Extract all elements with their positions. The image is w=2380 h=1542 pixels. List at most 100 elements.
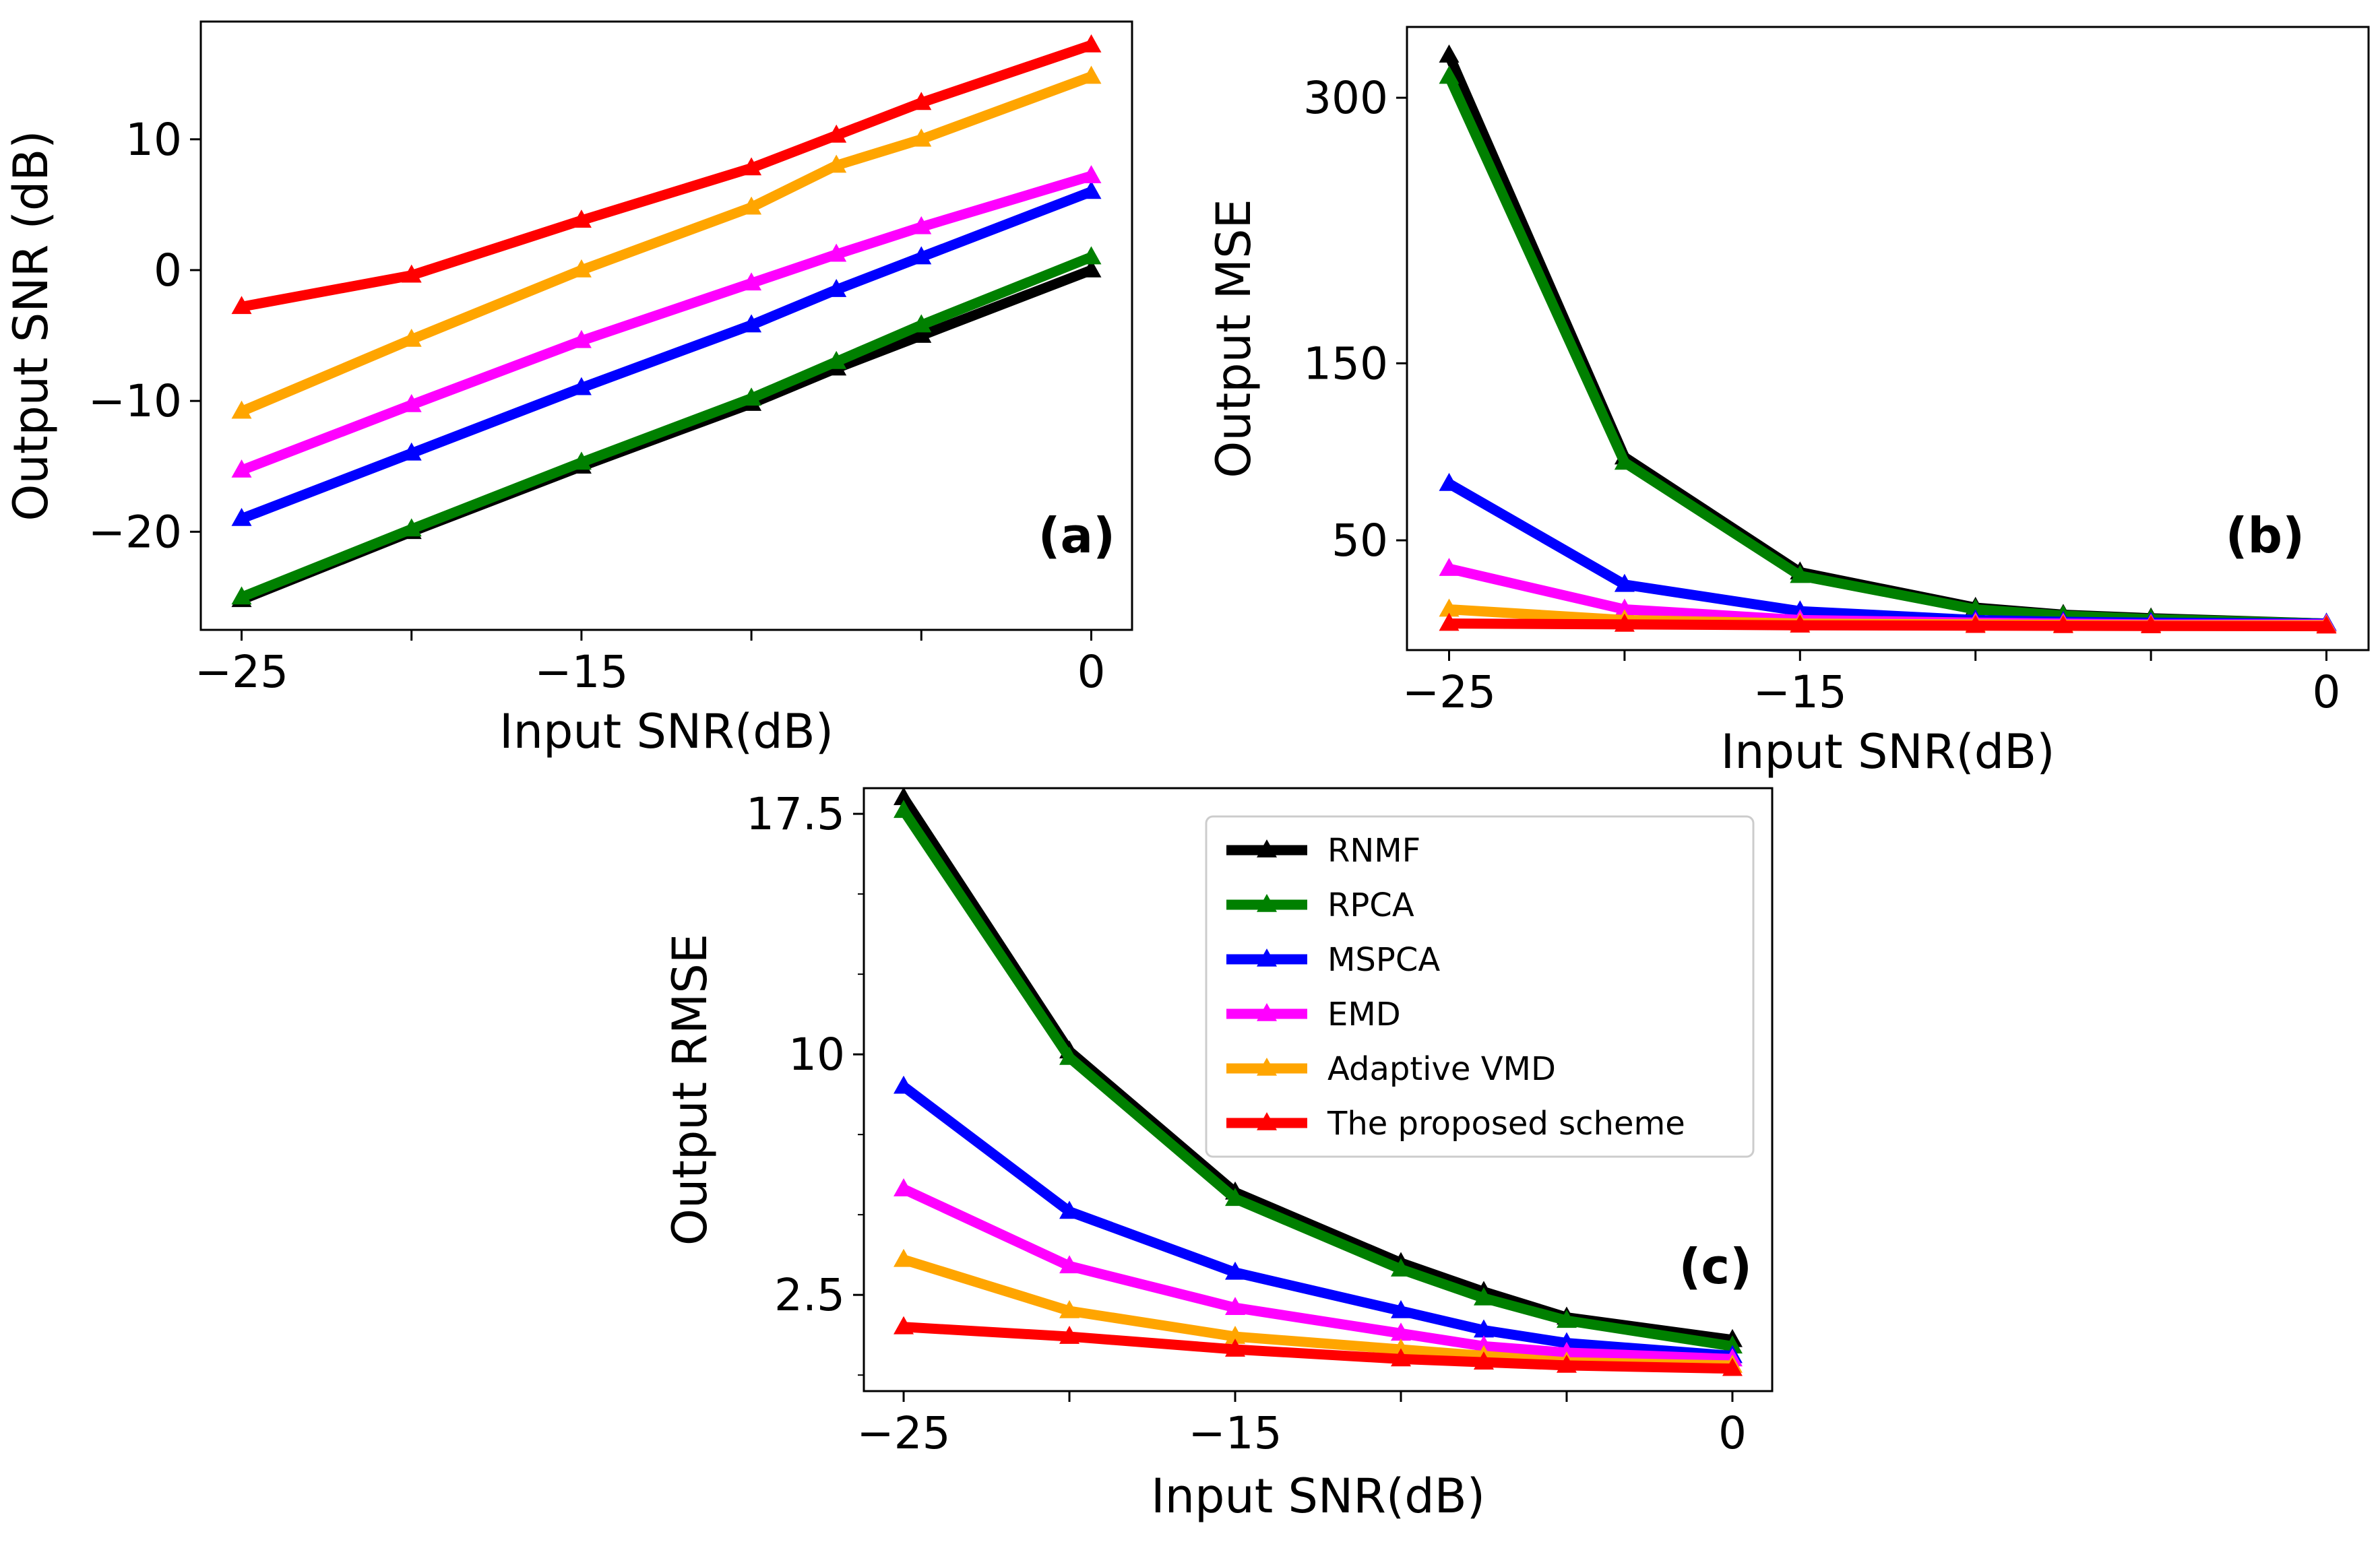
x-tick-label: 0 — [2313, 666, 2341, 718]
data-point — [1059, 1046, 1080, 1065]
data-point — [231, 296, 252, 315]
legend-marker — [1256, 1002, 1278, 1021]
data-point — [741, 314, 762, 333]
series-line — [1443, 618, 2332, 632]
series-mspca — [1439, 472, 2337, 631]
series-the-proposed-scheme — [1439, 612, 2337, 634]
x-axis-label: Input SNR(dB) — [499, 704, 834, 759]
x-tick-label: 0 — [1718, 1407, 1747, 1459]
data-point — [1059, 1200, 1080, 1219]
data-point — [1225, 1339, 1246, 1357]
plot-frame — [199, 20, 1133, 631]
data-point — [571, 451, 592, 470]
data-point — [401, 393, 422, 412]
legend-entry-mspca: MSPCA — [1226, 941, 1440, 979]
legend-entry-the-proposed-scheme: The proposed scheme — [1226, 1105, 1685, 1143]
data-point — [2053, 614, 2073, 633]
y-tick-label: 50 — [1332, 515, 1388, 567]
y-tick-label: −20 — [88, 506, 182, 558]
data-point — [401, 328, 422, 347]
y-tick-label: 0 — [154, 245, 182, 296]
data-point — [826, 243, 847, 262]
data-point — [741, 196, 762, 215]
series-the-proposed-scheme — [231, 34, 1102, 315]
legend-entry-rnmf: RNMF — [1226, 832, 1420, 870]
data-point — [1225, 1297, 1246, 1316]
data-point — [1059, 1255, 1080, 1274]
data-point — [231, 507, 252, 526]
plot-frame — [1406, 26, 2370, 651]
panel-tag: (b) — [2226, 507, 2305, 564]
data-point — [826, 154, 847, 173]
y-axis-label: Output MSE — [1206, 199, 1261, 478]
data-point — [1439, 44, 1460, 63]
data-point — [1390, 1299, 1411, 1318]
data-point — [1390, 1258, 1411, 1277]
data-point — [1614, 573, 1635, 592]
x-axis-label: Input SNR(dB) — [1151, 1469, 1485, 1524]
x-axis-label: Input SNR(dB) — [1720, 724, 2055, 779]
data-point — [911, 246, 932, 265]
series-rnmf — [1439, 44, 2337, 631]
data-point — [1439, 558, 1460, 576]
x-tick-label: −25 — [1402, 666, 1496, 718]
series-rpca — [894, 800, 1743, 1354]
chart-panel-b: −25 −15 0 50 150 300 Input SNR(dB) Output MSE (b… — [1206, 26, 2370, 779]
data-point — [1790, 565, 1811, 583]
data-point — [1081, 165, 1102, 183]
data-point — [741, 157, 762, 176]
legend-marker — [1256, 893, 1278, 912]
legend-entry-rpca: RPCA — [1226, 887, 1414, 924]
panel-tag: (c) — [1679, 1238, 1753, 1295]
data-point — [1059, 1326, 1080, 1344]
data-point — [401, 442, 422, 461]
legend-label: MSPCA — [1327, 941, 1440, 979]
y-tick-label: 150 — [1303, 338, 1388, 389]
series-line — [1443, 50, 2332, 629]
data-point — [894, 800, 914, 818]
data-point — [1473, 1287, 1494, 1306]
x-tick-label: −15 — [534, 646, 628, 698]
data-point — [826, 350, 847, 369]
data-point — [911, 314, 932, 333]
data-point — [911, 325, 932, 343]
data-point — [911, 216, 932, 234]
data-point — [1790, 614, 1811, 633]
x-tick-label: −15 — [1753, 666, 1847, 718]
data-point — [231, 586, 252, 605]
data-point — [911, 92, 932, 110]
series-mspca — [231, 181, 1102, 526]
data-point — [1556, 1354, 1577, 1373]
data-point — [231, 400, 252, 419]
data-point — [1614, 613, 1635, 632]
data-point — [1439, 472, 1460, 491]
legend-label: RPCA — [1327, 887, 1414, 924]
x-tick-label: 0 — [1077, 646, 1105, 698]
data-point — [894, 1075, 914, 1094]
y-tick-label: 17.5 — [746, 788, 845, 840]
data-point — [826, 124, 847, 143]
data-point — [1225, 1261, 1246, 1280]
data-point — [401, 518, 422, 537]
legend-label: Adaptive VMD — [1327, 1050, 1556, 1088]
x-tick-label: −25 — [195, 646, 288, 698]
data-point — [1081, 65, 1102, 84]
data-point — [741, 272, 762, 291]
legend-label: RNMF — [1327, 832, 1420, 870]
data-point — [571, 329, 592, 348]
data-point — [1473, 1351, 1494, 1370]
data-point — [1556, 1310, 1577, 1328]
data-point — [1390, 1348, 1411, 1367]
y-tick-label: 10 — [788, 1029, 845, 1081]
data-point — [1081, 181, 1102, 199]
legend: RNMF RPCA MSPCA EMD Adaptive VMD The proposed… — [1205, 815, 1755, 1158]
x-tick-label: −15 — [1188, 1407, 1282, 1459]
plot-frame — [863, 787, 1774, 1392]
data-point — [571, 377, 592, 395]
y-tick-label: 300 — [1303, 72, 1388, 124]
series-line — [237, 40, 1096, 312]
data-point — [1225, 1188, 1246, 1207]
data-point — [894, 1316, 914, 1335]
legend-label: The proposed scheme — [1327, 1105, 1685, 1143]
